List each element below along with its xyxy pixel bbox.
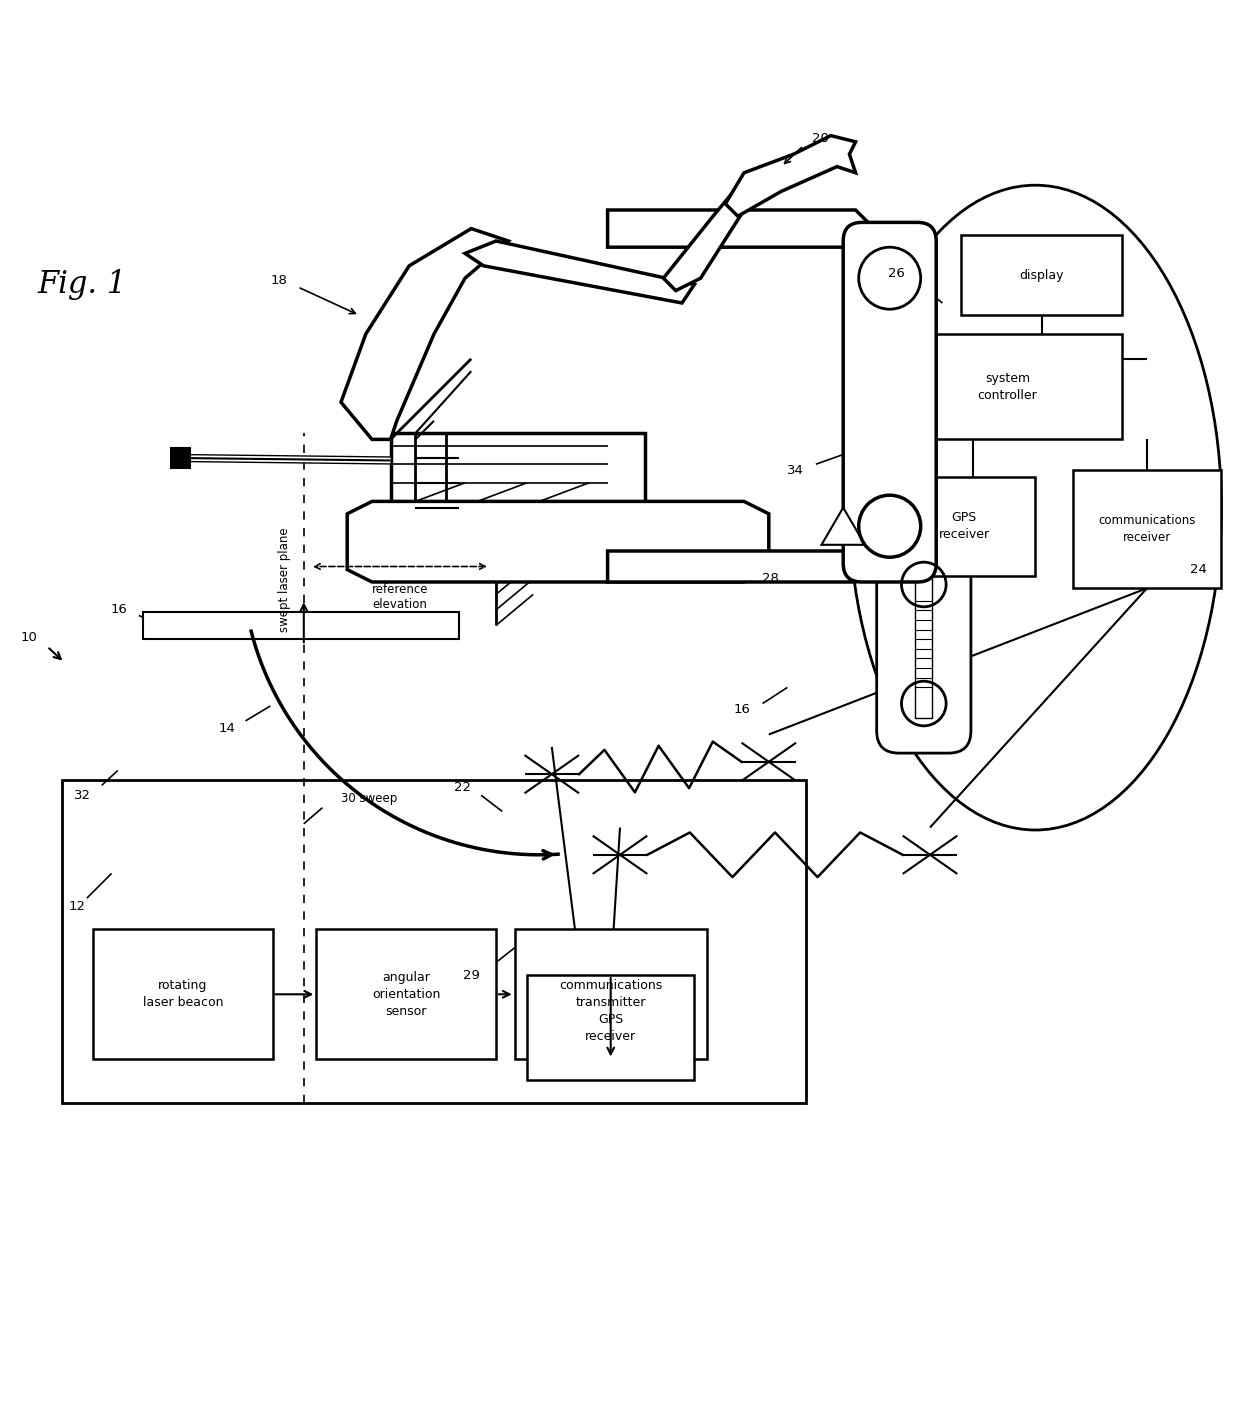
Text: 28: 28: [761, 572, 779, 585]
Polygon shape: [391, 433, 645, 520]
Text: 18: 18: [270, 274, 288, 287]
Text: 34: 34: [786, 465, 804, 477]
Text: 26: 26: [888, 267, 905, 280]
Polygon shape: [608, 210, 893, 582]
Bar: [1073, 470, 1221, 589]
Bar: [316, 929, 496, 1059]
Text: 24: 24: [1190, 563, 1208, 576]
Text: swept laser plane: swept laser plane: [279, 527, 291, 631]
FancyBboxPatch shape: [843, 223, 936, 582]
Text: GPS
receiver: GPS receiver: [585, 1012, 636, 1043]
Text: display: display: [1019, 268, 1064, 281]
Text: 14: 14: [218, 722, 236, 734]
FancyBboxPatch shape: [877, 535, 971, 753]
Bar: [143, 611, 459, 640]
Bar: [62, 781, 806, 1103]
Text: Fig. 1: Fig. 1: [37, 268, 126, 299]
Bar: [893, 335, 1122, 439]
Text: 20: 20: [812, 131, 830, 144]
Bar: [893, 477, 1035, 576]
Text: communications
transmitter: communications transmitter: [559, 980, 662, 1010]
Polygon shape: [821, 507, 864, 545]
Bar: [961, 234, 1122, 315]
Text: GPS
receiver: GPS receiver: [939, 511, 990, 541]
Text: 30 sweep: 30 sweep: [341, 792, 397, 805]
Text: 32: 32: [73, 789, 91, 802]
Text: reference
elevation: reference elevation: [372, 583, 428, 611]
Polygon shape: [663, 179, 769, 291]
Polygon shape: [341, 229, 508, 439]
Bar: [93, 929, 273, 1059]
Bar: [915, 569, 932, 719]
Text: angular
orientation
sensor: angular orientation sensor: [372, 971, 440, 1018]
Text: system
controller: system controller: [977, 371, 1038, 401]
Text: 29: 29: [463, 969, 480, 981]
Text: rotating
laser beacon: rotating laser beacon: [143, 980, 223, 1010]
Bar: [527, 976, 694, 1080]
Polygon shape: [725, 136, 856, 216]
Polygon shape: [347, 501, 769, 582]
Polygon shape: [465, 241, 694, 304]
Bar: [515, 929, 707, 1059]
Text: 16: 16: [733, 703, 750, 716]
Text: 12: 12: [68, 901, 86, 914]
Bar: [171, 448, 190, 467]
Text: 16: 16: [110, 603, 128, 616]
Text: 10: 10: [20, 631, 37, 644]
Ellipse shape: [849, 185, 1221, 830]
Text: communications
receiver: communications receiver: [1099, 514, 1195, 544]
Text: 22: 22: [454, 781, 471, 795]
